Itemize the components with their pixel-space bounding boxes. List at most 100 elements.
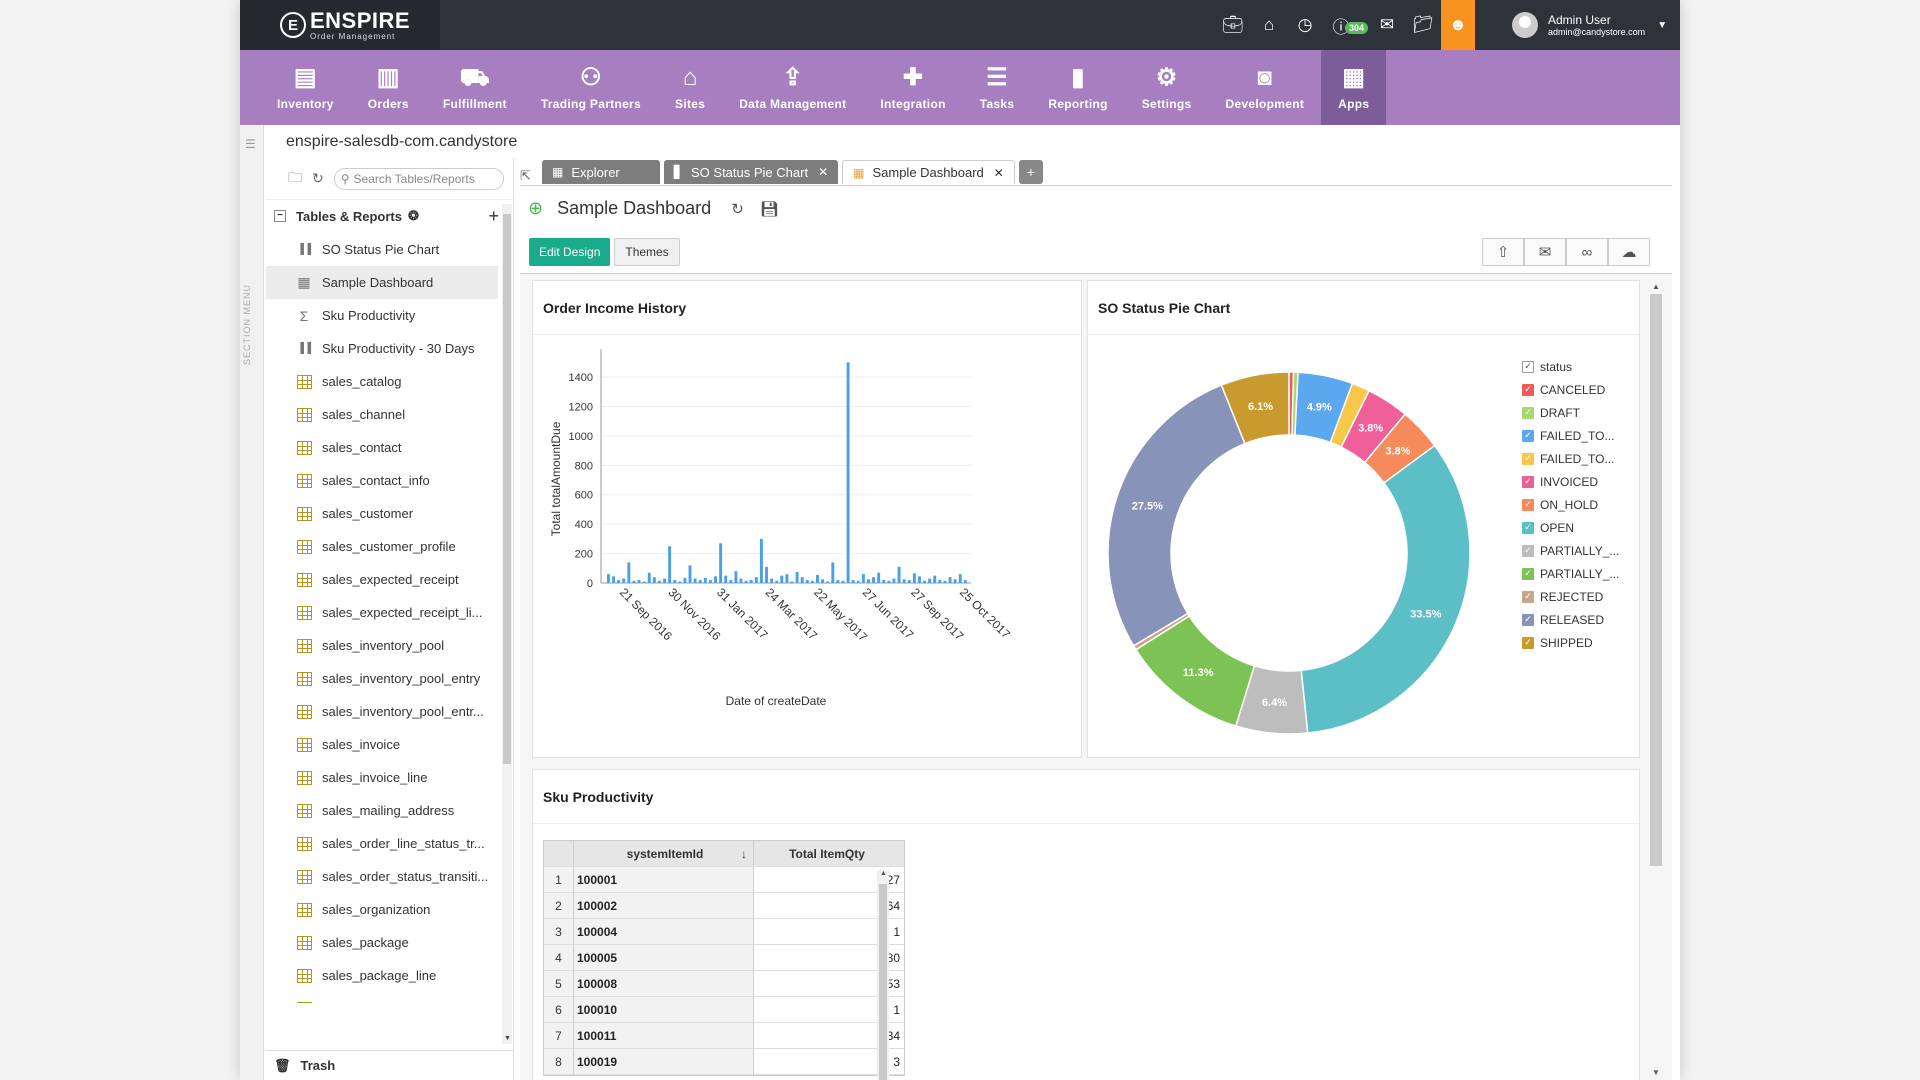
legend-item[interactable]: ✓ FAILED_TO... — [1522, 424, 1619, 447]
add-icon[interactable]: + — [488, 205, 499, 226]
nav-item-fulfillment[interactable]: ⛟ Fulfillment — [426, 50, 524, 125]
table-row[interactable]: 8 100019 3 — [544, 1049, 904, 1075]
sidebar-item[interactable]: sales_inventory_pool_entry — [266, 662, 498, 695]
sidebar-item[interactable]: sales_channel — [266, 398, 498, 431]
close-icon[interactable]: ✕ — [993, 165, 1004, 180]
sidebar-item[interactable]: sales_contact — [266, 431, 498, 464]
sidebar-item[interactable]: ▐▐ SO Status Pie Chart — [266, 233, 498, 266]
table-row[interactable]: 4 100005 480 — [544, 945, 904, 971]
column-header-total-itemqty[interactable]: Total ItemQty — [754, 841, 904, 867]
sidebar-item[interactable]: sales_inventory_pool — [266, 629, 498, 662]
sort-down-icon[interactable]: ↓ — [741, 846, 747, 861]
section-menu-strip[interactable]: ☰ SECTION MENU — [240, 125, 264, 1080]
mail-icon[interactable]: ✉ — [1524, 238, 1566, 266]
refresh-icon[interactable]: ↻ — [312, 170, 324, 186]
checkbox-icon[interactable]: ✓ — [1522, 567, 1534, 580]
legend-item[interactable]: ✓ INVOICED — [1522, 470, 1619, 493]
nav-item-reporting[interactable]: ▮ Reporting — [1031, 50, 1124, 125]
scrollbar-thumb[interactable] — [503, 214, 511, 764]
edit-design-button[interactable]: Edit Design — [529, 238, 611, 266]
trash-item[interactable]: 🗑︎ Trash — [266, 1050, 514, 1080]
legend-item[interactable]: ✓ PARTIALLY_... — [1522, 562, 1619, 585]
sidebar-item[interactable]: sales_product — [266, 992, 498, 1003]
legend-item[interactable]: ✓ DRAFT — [1522, 401, 1619, 424]
collapse-panel-icon[interactable]: ⇱ — [520, 168, 531, 183]
checkbox-icon[interactable]: ✓ — [1522, 590, 1534, 603]
sidebar-item[interactable]: sales_package_line — [266, 959, 498, 992]
folder-icon[interactable]: 📁︎ — [1412, 15, 1434, 34]
collapse-icon[interactable]: − — [274, 210, 286, 222]
scrollbar-thumb[interactable] — [1650, 294, 1662, 866]
add-widget-icon[interactable]: ⊕ — [528, 198, 544, 218]
sidebar-item[interactable]: ▐▐ Sku Productivity - 30 Days — [266, 332, 498, 365]
share-icon[interactable]: ∞ — [1566, 238, 1608, 266]
sidebar-item[interactable]: sales_invoice — [266, 728, 498, 761]
nav-item-sites[interactable]: ⌂ Sites — [658, 50, 722, 125]
table-row[interactable]: 6 100010 1 — [544, 997, 904, 1023]
nav-item-settings[interactable]: ⚙ Settings — [1125, 50, 1209, 125]
themes-button[interactable]: Themes — [614, 238, 680, 266]
checkbox-icon[interactable]: ✓ — [1522, 452, 1534, 465]
checkbox-icon[interactable]: ✓ — [1522, 498, 1534, 511]
legend-item[interactable]: ✓ SHIPPED — [1522, 631, 1619, 654]
checkbox-icon[interactable]: ✓ — [1522, 636, 1534, 649]
export-icon[interactable]: ⇧ — [1482, 238, 1524, 266]
sidebar-item[interactable]: sales_organization — [266, 893, 498, 926]
mail-icon[interactable]: ✉ — [1379, 15, 1395, 34]
briefcase-icon[interactable]: 💼︎ — [1222, 15, 1244, 34]
sidebar-item[interactable]: sales_expected_receipt — [266, 563, 498, 596]
checkbox-icon[interactable]: ✓ — [1522, 544, 1534, 557]
pie-slice[interactable] — [1220, 371, 1290, 445]
table-row[interactable]: 2 100002 564 — [544, 893, 904, 919]
save-icon[interactable]: 💾︎ — [759, 200, 779, 218]
sidebar-item[interactable]: sales_package — [266, 926, 498, 959]
checkbox-icon[interactable]: ✓ — [1522, 475, 1534, 488]
scroll-up-icon[interactable]: ▲ — [880, 870, 887, 877]
home-icon[interactable]: ⌂ — [1263, 15, 1275, 34]
nav-item-tasks[interactable]: ☰ Tasks — [963, 50, 1032, 125]
nav-item-orders[interactable]: ▥ Orders — [351, 50, 426, 125]
sidebar-item[interactable]: sales_contact_info — [266, 464, 498, 497]
legend-item[interactable]: ✓ CANCELED — [1522, 378, 1619, 401]
sidebar-item[interactable]: sales_catalog — [266, 365, 498, 398]
so-status-pie-chart-widget[interactable]: SO Status Pie Chart 4.9% 3.8% 3.8% 33.5% 6.4… — [1087, 280, 1640, 758]
sidebar-item[interactable]: Σ Sku Productivity — [266, 299, 498, 332]
tables-reports-header[interactable]: − Tables & Reports ❂ + — [266, 200, 513, 232]
legend-item[interactable]: ✓ RELEASED — [1522, 608, 1619, 631]
sidebar-item[interactable]: sales_mailing_address — [266, 794, 498, 827]
checkbox-icon[interactable]: ✓ — [1522, 521, 1534, 534]
scroll-down-icon[interactable]: ▼ — [504, 1035, 511, 1042]
checkbox-icon[interactable]: ✓ — [1522, 360, 1534, 373]
legend-item[interactable]: ✓ ON_HOLD — [1522, 493, 1619, 516]
sidebar-item[interactable]: sales_invoice_line — [266, 761, 498, 794]
checkbox-icon[interactable]: ✓ — [1522, 383, 1534, 396]
scroll-up-icon[interactable]: ▲ — [1652, 282, 1660, 291]
sidebar-item[interactable]: sales_order_line_status_tr... — [266, 827, 498, 860]
brand-logo[interactable]: E ENSPIRE Order Management — [240, 0, 440, 50]
user-menu[interactable]: Admin User admin@candystore.com ▼ — [1512, 0, 1667, 50]
table-scrollbar[interactable]: ▲ — [877, 870, 889, 1080]
sidebar-scrollbar[interactable]: ▼ — [502, 204, 512, 1044]
nav-item-inventory[interactable]: ▤ Inventory — [260, 50, 351, 125]
refresh-icon[interactable]: ↻ — [731, 200, 744, 218]
close-icon[interactable]: ✕ — [818, 165, 829, 179]
order-income-history-widget[interactable]: Order Income History 0 200 400 600 800 1000 12… — [532, 280, 1082, 758]
nav-item-integration[interactable]: ✚ Integration — [863, 50, 962, 125]
nav-item-development[interactable]: ◙ Development — [1208, 50, 1321, 125]
info-icon[interactable]: ⓘ 304 — [1323, 0, 1369, 50]
folder-icon[interactable]: 🗀︎ — [288, 168, 302, 185]
nav-item-apps[interactable]: ▦ Apps — [1321, 50, 1387, 125]
checkbox-icon[interactable]: ✓ — [1522, 429, 1534, 442]
tab-explorer[interactable]: ▦ Explorer — [542, 160, 660, 184]
tab-so-status-pie-chart[interactable]: ▋ SO Status Pie Chart ✕ — [663, 160, 839, 184]
checkbox-icon[interactable]: ✓ — [1522, 613, 1534, 626]
table-row[interactable]: 3 100004 1 — [544, 919, 904, 945]
canvas-scrollbar[interactable]: ▲ ▼ — [1650, 282, 1662, 1077]
sidebar-item[interactable]: sales_order_status_transiti... — [266, 860, 498, 893]
sidebar-item[interactable]: sales_inventory_pool_entr... — [266, 695, 498, 728]
legend-item[interactable]: ✓ REJECTED — [1522, 585, 1619, 608]
legend-header[interactable]: ✓ status — [1522, 355, 1619, 378]
nav-item-data-management[interactable]: ⇪ Data Management — [722, 50, 863, 125]
table-row[interactable]: 7 100011 634 — [544, 1023, 904, 1049]
publish-icon[interactable]: ☁ — [1608, 238, 1650, 266]
